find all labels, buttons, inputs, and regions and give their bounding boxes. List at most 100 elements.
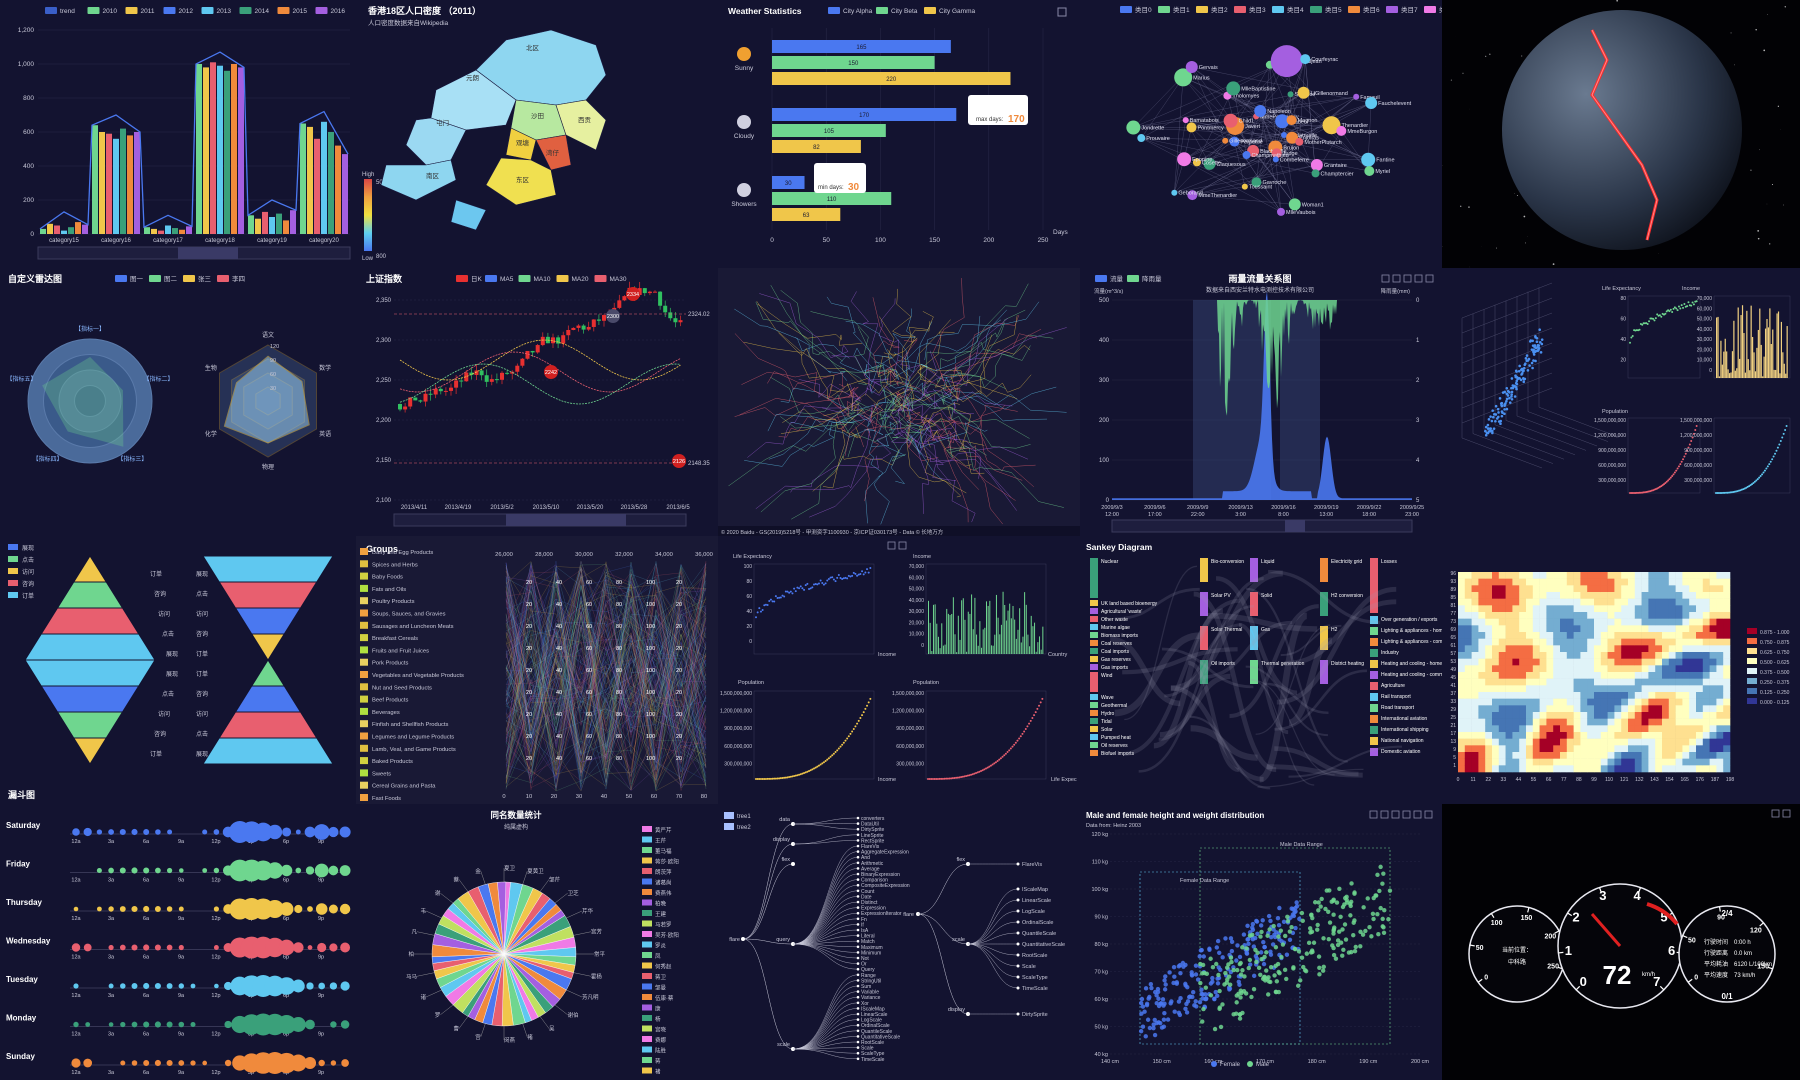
legend-label: 邹曼 bbox=[655, 984, 667, 992]
male-point bbox=[1282, 967, 1288, 973]
scatter3d-point bbox=[1491, 415, 1495, 419]
mini-bar bbox=[944, 644, 946, 654]
gauge-tickmark bbox=[1598, 887, 1602, 893]
heat-cell bbox=[1621, 705, 1629, 713]
tree-node bbox=[856, 883, 860, 887]
trend-line bbox=[39, 51, 349, 230]
heat-cell bbox=[1594, 645, 1602, 653]
tree-node bbox=[856, 1001, 860, 1005]
heat-cell bbox=[1716, 658, 1724, 666]
punch-bubble bbox=[213, 906, 219, 912]
heat-cell bbox=[1553, 725, 1561, 733]
hour-tick: 12a bbox=[71, 1070, 81, 1076]
heat-cell bbox=[1485, 698, 1493, 706]
x-tick: 13:00 bbox=[1319, 512, 1333, 518]
mini-point bbox=[784, 590, 787, 593]
male-range bbox=[1199, 847, 1391, 1045]
tree-node bbox=[856, 917, 860, 921]
heat-cell bbox=[1662, 765, 1670, 773]
punch-bubble bbox=[166, 983, 173, 989]
star bbox=[1771, 183, 1774, 186]
y-tick: 1,200,000,000 bbox=[1680, 433, 1712, 439]
heat-cell bbox=[1709, 618, 1717, 626]
mini-point bbox=[856, 722, 859, 725]
scatter3d-point bbox=[1527, 357, 1531, 361]
bus-route bbox=[734, 333, 843, 391]
sankey-label: Lighting & appliances - homes bbox=[1381, 628, 1442, 634]
male-point bbox=[1238, 972, 1244, 977]
heat-cell bbox=[1702, 765, 1710, 773]
heat-cell bbox=[1532, 592, 1540, 599]
punch-bubble bbox=[178, 868, 184, 873]
hour-tick: 6a bbox=[143, 878, 150, 884]
heat-cell bbox=[1526, 732, 1534, 739]
heat-cell bbox=[1498, 665, 1506, 673]
axis-value: 40 bbox=[556, 580, 562, 586]
female-point bbox=[1253, 953, 1259, 959]
tree-node bbox=[856, 967, 860, 971]
axis-value: 20 bbox=[526, 624, 532, 630]
heat-cell bbox=[1519, 738, 1527, 746]
parallel-line bbox=[505, 574, 707, 785]
male-point bbox=[1212, 1026, 1218, 1032]
heat-cell bbox=[1464, 665, 1472, 673]
mini-point bbox=[1041, 697, 1044, 700]
heat-cell bbox=[1600, 718, 1608, 726]
tree-node bbox=[856, 900, 860, 904]
heat-cell bbox=[1607, 592, 1615, 599]
mini-point bbox=[849, 732, 852, 735]
female-point bbox=[1203, 996, 1209, 1002]
heat-cell bbox=[1573, 632, 1581, 639]
p19-svg: Male and female height and weight distri… bbox=[1086, 810, 1433, 1068]
punch-bubble bbox=[73, 1021, 79, 1028]
y-tick: 69 bbox=[1450, 627, 1456, 633]
tree-link bbox=[792, 943, 859, 964]
female-point bbox=[1171, 980, 1176, 986]
panel-p8: © 2020 Baidu - GS(2019)5218号 - 甲测资字11009… bbox=[718, 268, 1080, 536]
graph-edge bbox=[1191, 66, 1295, 205]
mini-point bbox=[783, 595, 786, 598]
chart-title: 漏斗图 bbox=[8, 789, 35, 800]
axis-value: 100 bbox=[646, 580, 655, 586]
y-tick: 0 bbox=[1106, 498, 1110, 504]
mini-point bbox=[950, 777, 953, 780]
heat-cell bbox=[1560, 645, 1568, 653]
mini-point bbox=[799, 773, 802, 776]
hour-tick: 12a bbox=[71, 993, 81, 999]
heat-cell bbox=[1464, 718, 1472, 726]
bus-route bbox=[909, 283, 1029, 386]
tree-link bbox=[792, 991, 859, 1050]
district-label: 西贡 bbox=[578, 116, 592, 124]
graph-node bbox=[1171, 189, 1178, 196]
funnel-label: 咨询 bbox=[196, 690, 208, 698]
toolbox-icon bbox=[1413, 810, 1422, 819]
heat-cell bbox=[1519, 605, 1527, 613]
legend-label: 0.250 - 0.375 bbox=[1760, 680, 1790, 686]
legend-label: Male bbox=[1256, 1062, 1270, 1068]
mini-point bbox=[1039, 701, 1042, 704]
bar bbox=[772, 176, 805, 189]
heat-cell bbox=[1560, 725, 1568, 733]
mini-point bbox=[817, 582, 820, 585]
heat-cell bbox=[1607, 738, 1615, 746]
heat-cell bbox=[1634, 625, 1642, 633]
heat-cell bbox=[1580, 705, 1588, 713]
heat-cell bbox=[1478, 738, 1486, 746]
heat-cell bbox=[1628, 605, 1636, 613]
tree-node bbox=[856, 1051, 860, 1055]
gauge-tick: 1 bbox=[1565, 943, 1572, 958]
heat-cell bbox=[1702, 758, 1710, 766]
heat-cell bbox=[1607, 732, 1615, 739]
male-point bbox=[1299, 910, 1305, 916]
mini-bar bbox=[1754, 371, 1757, 378]
sankey-node bbox=[1370, 715, 1378, 723]
sankey-node bbox=[1090, 600, 1098, 606]
legend-swatch bbox=[1747, 678, 1757, 684]
heat-cell bbox=[1634, 678, 1642, 686]
scatter3d-point bbox=[1500, 401, 1504, 405]
mini-point bbox=[958, 776, 961, 779]
heat-cell bbox=[1526, 612, 1534, 619]
mini-point bbox=[809, 587, 812, 590]
group-label: Fats and Oils bbox=[372, 587, 406, 593]
sankey-link bbox=[1288, 637, 1333, 726]
